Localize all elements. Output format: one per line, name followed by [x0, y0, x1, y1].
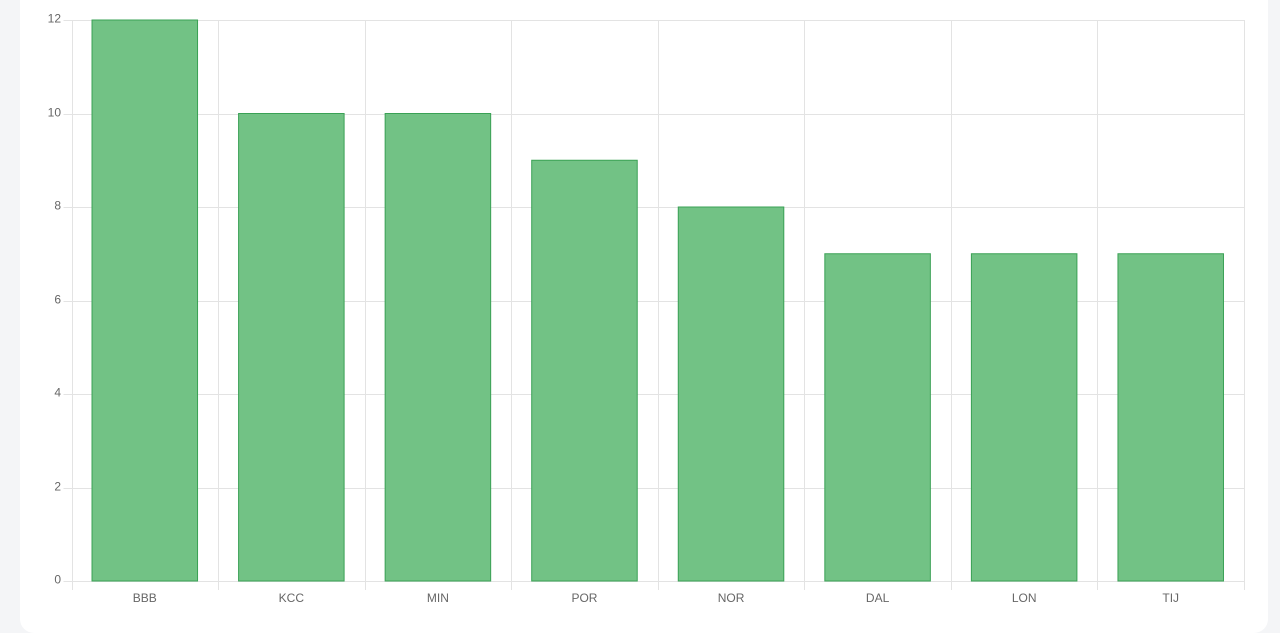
bar [238, 113, 345, 582]
card [20, 0, 1268, 633]
x-tick-label: POR [571, 591, 597, 605]
bar [91, 19, 199, 582]
y-tick-label: 12 [48, 12, 62, 26]
bar [824, 253, 931, 582]
bar [970, 253, 1078, 582]
bar [677, 206, 785, 582]
bar [1117, 253, 1224, 582]
y-tick-label: 2 [54, 480, 61, 494]
y-tick-label: 10 [48, 106, 62, 120]
x-tick-label: DAL [866, 591, 890, 605]
x-tick-label: KCC [279, 591, 305, 605]
y-tick-label: 4 [54, 386, 61, 400]
bar [531, 159, 638, 582]
x-tick-label: LON [1012, 591, 1037, 605]
x-tick-label: NOR [718, 591, 745, 605]
y-tick-label: 6 [54, 293, 61, 307]
x-tick-label: BBB [133, 591, 157, 605]
y-tick-label: 0 [54, 573, 61, 587]
bar [384, 113, 492, 582]
y-tick-label: 8 [54, 199, 61, 213]
x-tick-label: TIJ [1162, 591, 1179, 605]
x-tick-label: MIN [427, 591, 449, 605]
